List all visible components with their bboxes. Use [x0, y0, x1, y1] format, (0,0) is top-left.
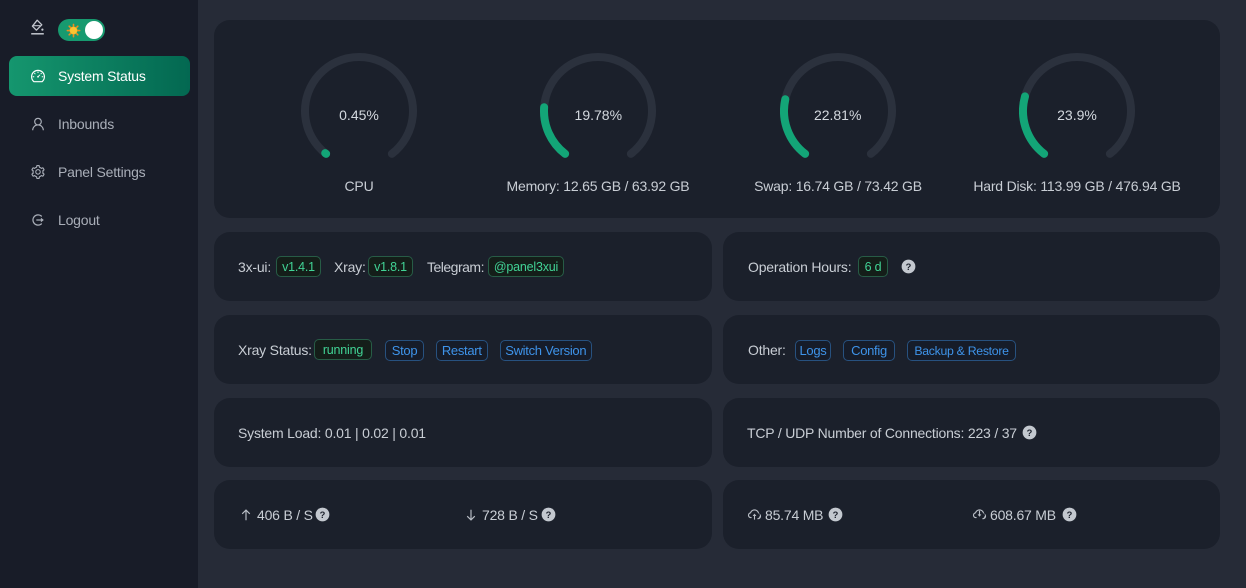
svg-text:?: ? [1067, 510, 1073, 520]
svg-text:?: ? [546, 510, 552, 520]
svg-text:?: ? [833, 510, 839, 520]
svg-text:?: ? [906, 262, 912, 272]
svg-text:?: ? [320, 510, 326, 520]
svg-text:?: ? [1027, 428, 1033, 438]
